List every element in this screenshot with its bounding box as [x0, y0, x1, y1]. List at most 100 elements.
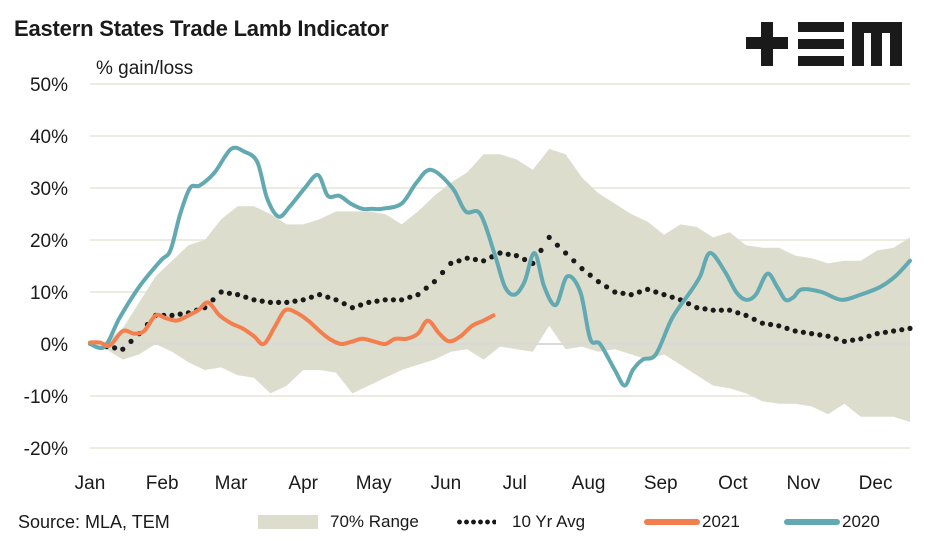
avg-point — [850, 337, 856, 343]
x-tick-label: Oct — [718, 473, 748, 494]
avg-point — [891, 328, 897, 334]
avg-point — [759, 320, 766, 326]
chart-title: Eastern States Trade Lamb Indicator — [14, 16, 389, 41]
avg-point — [440, 269, 446, 276]
avg-point — [456, 258, 462, 264]
avg-point — [899, 327, 905, 333]
avg-point — [776, 323, 782, 329]
avg-point — [522, 256, 528, 263]
avg-point — [735, 310, 741, 316]
avg-point — [366, 299, 372, 305]
avg-point — [341, 301, 347, 307]
avg-point — [718, 307, 725, 313]
y-tick-label: -20% — [24, 439, 68, 460]
avg-point — [177, 311, 183, 317]
x-tick-label: Dec — [859, 473, 893, 494]
avg-point — [702, 306, 708, 312]
avg-point — [636, 289, 643, 295]
avg-point — [472, 256, 478, 263]
avg-point — [407, 294, 413, 300]
avg-point — [513, 253, 520, 259]
avg-point — [768, 321, 774, 328]
source-note: Source: MLA, TEM — [18, 512, 170, 532]
avg-point — [267, 299, 273, 305]
avg-point — [308, 294, 314, 300]
avg-point — [358, 302, 364, 308]
legend-item-2020: 2020 — [784, 508, 880, 536]
avg-point — [653, 289, 659, 295]
avg-point — [595, 279, 602, 285]
avg-point — [497, 250, 503, 256]
avg-point — [620, 290, 626, 296]
x-tick-label: May — [356, 473, 392, 494]
avg-point — [128, 338, 134, 344]
avg-point — [866, 333, 872, 339]
avg-point — [546, 234, 552, 240]
series-2021-line — [88, 300, 496, 348]
avg-point — [833, 336, 839, 342]
avg-point — [686, 301, 692, 307]
avg-point — [112, 345, 118, 351]
legend-label-2021: 2021 — [702, 512, 740, 531]
avg-point — [628, 292, 634, 298]
x-tick-label: Sep — [644, 473, 678, 494]
avg-point — [333, 297, 339, 303]
legend-item-range: 70% Range — [258, 508, 419, 536]
x-tick-label: Mar — [215, 473, 248, 494]
avg-point — [612, 289, 618, 295]
avg-point — [694, 305, 700, 311]
avg-point — [399, 297, 405, 303]
avg-point — [431, 279, 437, 285]
avg-point — [743, 312, 749, 318]
avg-point — [169, 312, 175, 318]
avg-point — [374, 298, 380, 304]
y-tick-label: 0% — [41, 335, 69, 356]
avg-point — [423, 285, 429, 291]
avg-point — [210, 297, 216, 303]
avg-point — [481, 258, 487, 264]
range-band — [90, 149, 910, 422]
x-tick-label: Jul — [503, 473, 527, 494]
avg-point — [669, 294, 675, 300]
legend-label-2020: 2020 — [842, 512, 880, 531]
avg-point — [792, 328, 798, 334]
avg-point — [284, 299, 290, 305]
y-axis-ticks: 50% 40% 30% 20% 10% 0% -10% -20% — [24, 75, 68, 460]
range-band-area — [90, 149, 910, 422]
x-tick-label: Nov — [787, 473, 821, 494]
avg-point — [874, 331, 880, 337]
avg-point — [218, 289, 224, 295]
avg-point — [727, 307, 733, 313]
legend-label-range: 70% Range — [330, 512, 419, 531]
legend-swatch-avg — [456, 519, 496, 525]
legend-label-avg: 10 Yr Avg — [512, 512, 586, 531]
y-axis-label: % gain/loss — [96, 58, 194, 79]
avg-point — [415, 292, 421, 298]
y-tick-label: 20% — [30, 231, 68, 252]
legend-swatch-2020 — [784, 519, 840, 525]
avg-point — [571, 258, 577, 264]
avg-point — [661, 292, 667, 298]
avg-point — [226, 290, 232, 296]
avg-point — [825, 333, 831, 339]
x-tick-label: Aug — [572, 473, 606, 494]
avg-point — [800, 329, 807, 335]
avg-point — [448, 260, 454, 266]
series-2020-line — [88, 145, 912, 388]
avg-point — [235, 292, 241, 298]
avg-point — [259, 298, 265, 304]
legend-swatch-2021 — [644, 519, 700, 525]
avg-point — [300, 297, 306, 303]
avg-point — [505, 251, 511, 257]
avg-point — [554, 242, 561, 248]
avg-point — [907, 325, 913, 331]
y-tick-label: 30% — [30, 179, 68, 200]
x-tick-label: Jun — [431, 473, 462, 494]
y-tick-label: 10% — [30, 283, 68, 304]
avg-point — [645, 286, 651, 292]
avg-point — [382, 297, 388, 303]
x-tick-label: Feb — [146, 473, 179, 494]
legend: Source: MLA, TEM 70% Range 10 Yr Avg 202… — [0, 508, 947, 538]
avg-point — [587, 272, 593, 278]
